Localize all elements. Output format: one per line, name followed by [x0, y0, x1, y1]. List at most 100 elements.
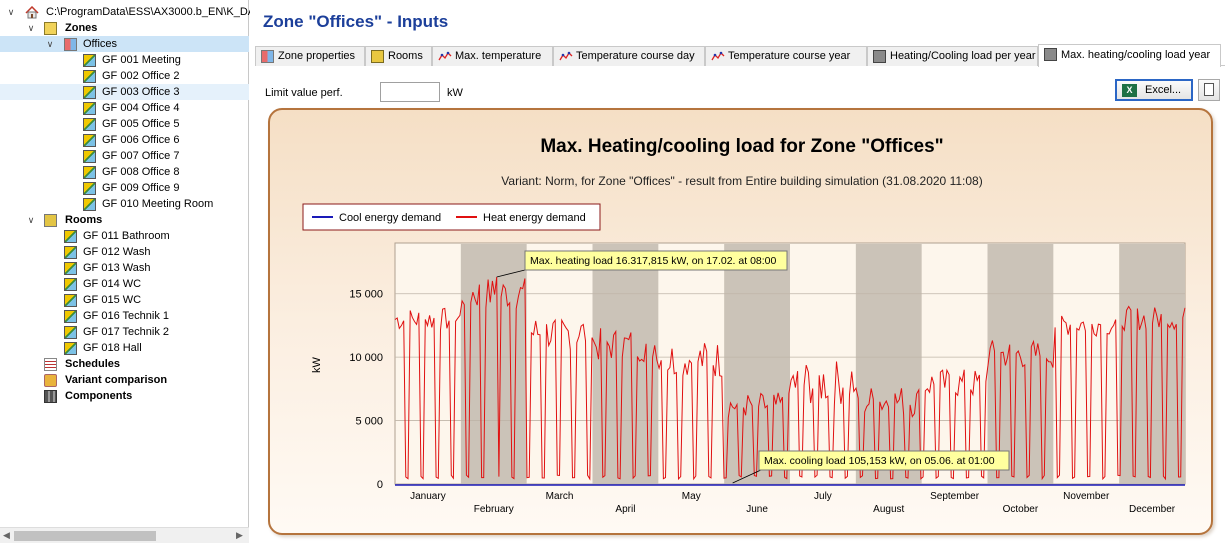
tab-zone-properties[interactable]: Zone properties	[255, 46, 365, 66]
tree-office-room[interactable]: GF 006 Office 6	[0, 132, 249, 148]
tab-max-temperature[interactable]: Max. temperature	[432, 46, 553, 66]
zone-icon	[64, 38, 77, 51]
limit-unit-label: kW	[447, 87, 463, 99]
x-tick-label: March	[546, 491, 574, 502]
collapse-icon[interactable]: ∨	[46, 39, 54, 49]
horizontal-scrollbar[interactable]: ◀ ▶	[0, 527, 249, 543]
room-icon	[64, 326, 77, 339]
tree-room-label: GF 016 Technik 1	[83, 310, 170, 322]
tree-office-room[interactable]: GF 003 Office 3	[0, 84, 249, 100]
line-chart-icon	[559, 50, 573, 63]
room-icon	[83, 118, 96, 131]
tab-temperature-course-day[interactable]: Temperature course day	[553, 46, 705, 66]
collapse-icon[interactable]: ∨	[27, 215, 35, 225]
clipboard-icon	[1204, 83, 1214, 96]
navigation-tree[interactable]: ∨ C:\ProgramData\ESS\AX3000.b_EN\K_DAT ∨…	[0, 0, 261, 543]
legend-cool-label: Cool energy demand	[339, 212, 441, 224]
annotation-label: Max. cooling load 105,153 kW, on 05.06. …	[764, 455, 995, 467]
legend-heat-label: Heat energy demand	[483, 212, 586, 224]
x-tick-label: September	[930, 491, 980, 502]
tree-room-label: GF 011 Bathroom	[83, 230, 170, 242]
month-band	[987, 244, 1054, 484]
scrollbar-thumb[interactable]	[14, 531, 156, 541]
tab-label: Zone properties	[278, 50, 356, 62]
heat-series-line	[394, 276, 1186, 481]
hover-highlight	[0, 84, 249, 100]
month-band	[855, 244, 922, 484]
tree-room-label: GF 018 Hall	[83, 342, 142, 354]
x-tick-label: May	[682, 491, 701, 502]
annotation-leader	[732, 468, 764, 484]
tree-components-label: Components	[65, 390, 133, 402]
main-pane: Zone "Offices" - Inputs Zone properties R…	[250, 0, 1231, 543]
building-icon	[1044, 48, 1057, 61]
excel-export-button[interactable]: X Excel...	[1115, 79, 1193, 101]
tree-office-room[interactable]: GF 009 Office 9	[0, 180, 249, 196]
annotation-box	[524, 250, 788, 271]
tab-heating-cooling-load-per-year[interactable]: Heating/Cooling load per year	[867, 46, 1038, 66]
schedule-icon	[44, 358, 57, 371]
tree-office-room[interactable]: GF 004 Office 4	[0, 100, 249, 116]
room-icon	[64, 310, 77, 323]
x-tick-label: January	[410, 491, 446, 502]
chart: Max. Heating/cooling load for Zone "Offi…	[302, 136, 1186, 515]
y-axis-label: kW	[311, 356, 323, 373]
tree-room-label: GF 015 WC	[83, 294, 142, 306]
tab-label: Temperature course day	[576, 50, 695, 62]
tab-label: Max. temperature	[455, 50, 542, 62]
rooms-icon	[44, 214, 57, 227]
tab-max-heating-cooling-load-year[interactable]: Max. heating/cooling load year	[1038, 44, 1221, 67]
tree-room-label: GF 017 Technik 2	[83, 326, 170, 338]
room-icon	[83, 86, 96, 99]
tree-room-label: GF 005 Office 5	[102, 118, 180, 130]
scroll-left-icon[interactable]: ◀	[3, 530, 10, 540]
chart-panel: Max. Heating/cooling load for Zone "Offi…	[268, 108, 1213, 535]
legend-box	[302, 203, 601, 231]
annotation-label: Max. heating load 16.317,815 kW, on 17.0…	[530, 255, 777, 267]
room-icon	[64, 278, 77, 291]
tab-rooms[interactable]: Rooms	[365, 46, 432, 66]
tree-zone-offices[interactable]: ∨ Offices	[0, 36, 249, 52]
tab-label: Heating/Cooling load per year	[890, 50, 1036, 62]
tree-variant-comparison-label: Variant comparison	[65, 374, 168, 386]
room-icon	[83, 54, 96, 67]
copy-clipboard-button[interactable]	[1198, 79, 1220, 101]
collapse-icon[interactable]: ∨	[27, 23, 35, 33]
tree-office-room[interactable]: GF 005 Office 5	[0, 116, 249, 132]
collapse-icon[interactable]: ∨	[7, 7, 15, 17]
annotation-box	[758, 450, 1010, 471]
limit-value-input[interactable]	[380, 82, 440, 102]
x-tick-label: October	[1003, 504, 1039, 515]
chart-legend: Cool energy demand Heat energy demand	[302, 203, 601, 231]
tree-office-room[interactable]: GF 002 Office 2	[0, 68, 249, 84]
room-icon	[64, 230, 77, 243]
room-icon	[64, 262, 77, 275]
x-tick-label: December	[1129, 504, 1176, 515]
room-icon	[64, 246, 77, 259]
tree-office-room[interactable]: GF 008 Office 8	[0, 164, 249, 180]
tree-room-label: GF 003 Office 3	[102, 86, 180, 98]
tree-rooms-label: Rooms	[65, 214, 103, 226]
x-tick-label: April	[615, 504, 635, 515]
tree-room-label: GF 009 Office 9	[102, 182, 180, 194]
page-title: Zone "Offices" - Inputs	[263, 12, 449, 31]
tab-temperature-course-year[interactable]: Temperature course year	[705, 46, 867, 66]
y-tick-label: 10 000	[349, 352, 383, 364]
room-icon	[83, 150, 96, 163]
tree-office-room[interactable]: GF 007 Office 7	[0, 148, 249, 164]
selection-highlight	[0, 36, 249, 52]
tree-room-label: GF 013 Wash	[83, 262, 151, 274]
room-icon	[64, 294, 77, 307]
tree-room-label: GF 002 Office 2	[102, 70, 180, 82]
tab-label: Max. heating/cooling load year	[1061, 49, 1211, 61]
scroll-right-icon[interactable]: ▶	[236, 530, 243, 540]
tree-office-room[interactable]: GF 010 Meeting Room	[0, 196, 249, 212]
room-icon	[83, 134, 96, 147]
room-icon	[83, 70, 96, 83]
tree-schedules-label: Schedules	[65, 358, 121, 370]
line-chart-icon	[711, 50, 725, 63]
chart-title: Max. Heating/cooling load for Zone "Offi…	[540, 136, 943, 157]
tree-office-room[interactable]: GF 001 Meeting	[0, 52, 249, 68]
x-tick-label: February	[474, 504, 514, 515]
x-tick-label: July	[814, 491, 832, 502]
